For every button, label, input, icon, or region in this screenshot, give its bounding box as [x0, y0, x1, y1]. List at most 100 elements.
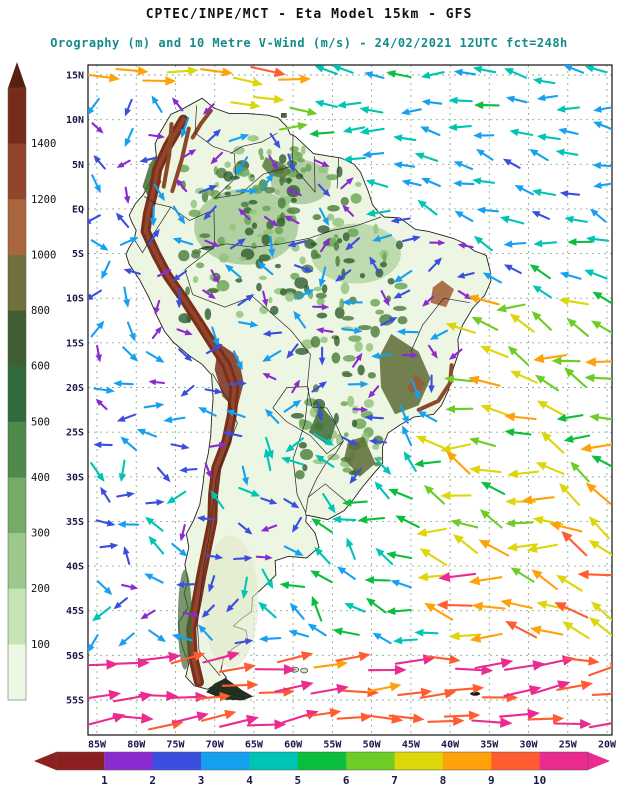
- wind-arrow: [593, 543, 612, 556]
- wind-arrow-head: [118, 473, 126, 483]
- wind-arrow-head: [562, 621, 574, 631]
- wind-arrow: [283, 545, 300, 555]
- wind-arrow-head: [106, 519, 116, 527]
- wind-arrow-head: [393, 636, 403, 645]
- wind-arrow: [513, 543, 538, 549]
- wind-arrow-head: [584, 269, 594, 277]
- wind-arrow-head: [214, 387, 223, 395]
- wind-arrow-head: [227, 651, 240, 661]
- wind-arrow: [311, 625, 327, 637]
- wind-arrow-head: [321, 160, 330, 167]
- wind-arrow-head: [478, 539, 491, 549]
- terrain-speckle: [365, 343, 374, 352]
- wind-arrow: [369, 73, 385, 79]
- wind-arrow-head: [201, 610, 210, 618]
- orography-colorbar-segment: [8, 533, 26, 590]
- wind-arrow-head: [156, 499, 165, 506]
- wind-arrow: [536, 212, 550, 220]
- river: [230, 132, 278, 154]
- wind-colorbar-segment: [346, 752, 395, 770]
- wind-arrow-head: [383, 297, 390, 307]
- wind-arrow-head: [181, 443, 190, 450]
- wind-arrow-head: [529, 148, 539, 157]
- wind-arrow: [318, 207, 328, 222]
- wind-arrow-head: [123, 196, 131, 204]
- wind-arrow-head: [208, 584, 215, 593]
- wind-arrow: [458, 182, 475, 186]
- wind-arrow: [370, 600, 387, 614]
- wind-arrow: [476, 632, 503, 640]
- andes-ridge-crest: [143, 117, 237, 685]
- wind-arrow: [478, 68, 497, 74]
- wind-arrow-head: [468, 375, 480, 385]
- wind-tick-label: 2: [149, 774, 156, 787]
- wind-arrow-head: [157, 192, 165, 202]
- chart-title: CPTEC/INPE/MCT - Eta Model 15km - GFS: [145, 7, 473, 22]
- wind-arrow: [286, 458, 304, 466]
- wind-arrow-head: [507, 345, 518, 356]
- wind-arrow-head: [262, 330, 271, 337]
- wind-arrow: [511, 623, 537, 639]
- wind-arrow-head: [166, 690, 179, 702]
- wind-arrow: [568, 66, 585, 74]
- wind-arrow-head: [202, 107, 211, 115]
- terrain-speckle: [210, 190, 221, 200]
- wind-arrow-head: [110, 542, 119, 550]
- wind-arrow: [182, 116, 190, 134]
- wind-arrow-head: [116, 161, 125, 168]
- wind-arrow: [348, 126, 366, 132]
- terrain-speckle: [199, 233, 211, 239]
- wind-arrow: [451, 324, 477, 334]
- terrain-speckle: [290, 197, 297, 203]
- lat-tick-label: 5S: [72, 249, 84, 260]
- wind-arrow-head: [448, 123, 458, 131]
- wind-arrow: [564, 299, 590, 306]
- wind-arrow: [142, 79, 170, 83]
- wind-arrow: [266, 350, 282, 360]
- wind-arrow-head: [420, 71, 431, 79]
- wind-arrow-head: [270, 219, 279, 227]
- wind-arrow-head: [402, 415, 409, 425]
- wind-arrow-head: [563, 65, 573, 72]
- wind-arrow-head: [589, 617, 600, 627]
- wind-vector-field: [88, 65, 612, 731]
- terrain-speckle: [298, 418, 306, 425]
- wind-arrow: [148, 629, 162, 640]
- wind-arrow: [89, 634, 99, 649]
- wind-arrow-head: [163, 416, 173, 424]
- wind-arrow-head: [171, 633, 181, 641]
- wind-arrow-head: [222, 430, 232, 438]
- wind-arrow: [145, 351, 161, 361]
- wind-arrow-head: [480, 345, 492, 354]
- wind-arrow-head: [440, 444, 452, 453]
- terrain-speckle: [274, 263, 282, 269]
- wind-arrow-head: [269, 498, 278, 505]
- wind-arrow-head: [505, 497, 516, 506]
- orography-colorbar-segment: [8, 88, 26, 144]
- terrain-speckle: [224, 191, 231, 196]
- terrain-speckle: [258, 147, 264, 157]
- wind-arrow-head: [349, 475, 358, 484]
- wind-arrow: [336, 715, 366, 720]
- orography-colorbar-segment: [8, 644, 26, 701]
- wind-arrow: [292, 240, 307, 246]
- wind-arrow: [206, 205, 217, 217]
- terrain-speckle: [256, 282, 262, 292]
- orography-tick-label: 800: [31, 305, 50, 317]
- wind-arrow-head: [423, 484, 434, 495]
- wind-arrow-head: [580, 443, 592, 453]
- wind-arrow-head: [421, 178, 431, 185]
- wind-arrow: [485, 347, 509, 359]
- wind-arrow-head: [412, 713, 425, 724]
- wind-arrow-head: [318, 357, 326, 366]
- wind-arrow-head: [556, 413, 567, 422]
- wind-arrow: [283, 402, 298, 413]
- wind-arrow-head: [438, 572, 451, 582]
- mountain-range: [170, 126, 191, 194]
- wind-arrow: [595, 416, 612, 421]
- wind-arrow-head: [203, 211, 212, 221]
- wind-arrow-head: [473, 235, 484, 245]
- wind-arrow: [425, 179, 441, 188]
- wind-arrow-head: [444, 375, 455, 384]
- wind-arrow-head: [162, 473, 171, 483]
